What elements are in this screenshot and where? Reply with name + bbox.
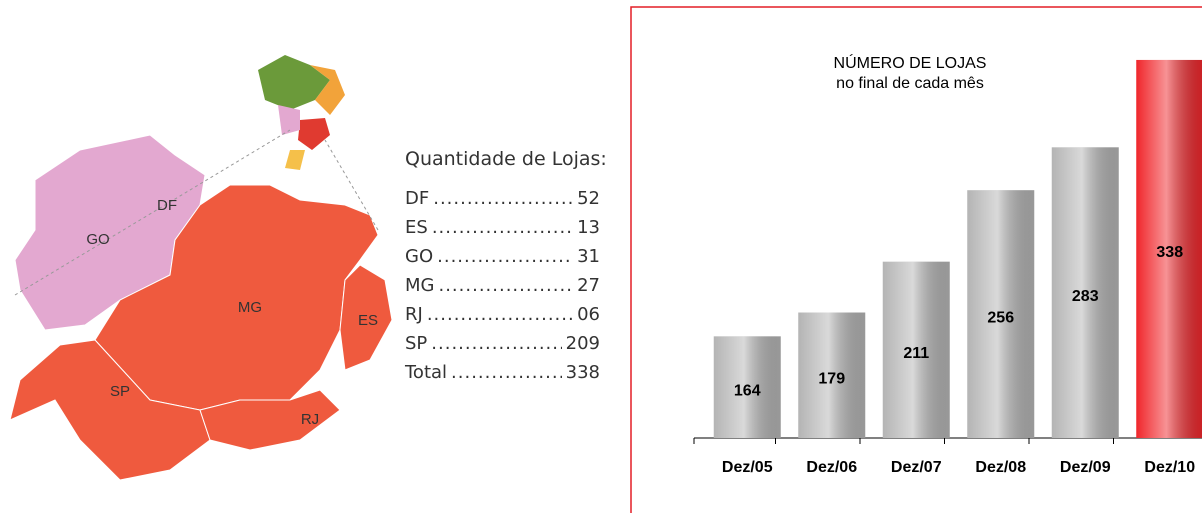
list-state: MG	[405, 275, 435, 296]
state-label: SP	[110, 383, 130, 400]
map-brazil-se	[298, 118, 330, 150]
list-state: ES	[405, 217, 428, 238]
state-label: DF	[157, 197, 177, 214]
list-count: 31	[577, 246, 600, 267]
data-label: 338	[1156, 244, 1183, 261]
list-row: SP 209	[405, 329, 600, 358]
list-count: 338	[565, 362, 600, 383]
state-label: GO	[86, 231, 109, 248]
chart-title: NÚMERO DE LOJAS	[834, 53, 987, 72]
map-brazil-s	[285, 150, 305, 170]
list-row: GO 31	[405, 242, 600, 271]
bar-shade	[967, 190, 1035, 438]
state-label: RJ	[301, 411, 319, 428]
x-tick-label: Dez/06	[806, 459, 857, 476]
data-label: 179	[818, 370, 845, 387]
x-tick-label: Dez/05	[722, 459, 773, 476]
list-row: DF 52	[405, 184, 600, 213]
state-label: ES	[358, 312, 378, 329]
x-tick-label: Dez/08	[975, 459, 1026, 476]
list-state: Total	[405, 362, 448, 383]
list-count: 27	[577, 275, 600, 296]
map-es	[339, 264, 393, 371]
list-state: SP	[405, 333, 428, 354]
chart-subtitle: no final de cada mês	[836, 75, 984, 92]
list-count: 209	[565, 333, 600, 354]
bar-shade	[798, 312, 866, 438]
list-row: MG 27	[405, 271, 600, 300]
x-tick-label: Dez/10	[1144, 459, 1195, 476]
bar-shade	[1051, 147, 1119, 439]
map-brazil	[258, 55, 330, 110]
map-brazil-ne	[310, 65, 345, 115]
store-list: Quantidade de Lojas: DF 52 ES 13 GO 31 MG 27 RJ 0…	[405, 148, 607, 387]
bar-shade	[713, 336, 781, 438]
list-state: RJ	[405, 304, 423, 325]
chart-frame	[630, 6, 1202, 513]
list-count: 06	[577, 304, 600, 325]
list-state: GO	[405, 246, 434, 267]
data-label: 283	[1072, 288, 1099, 305]
bar-shade	[1136, 59, 1202, 438]
map-rj	[199, 389, 341, 451]
list-row: Total 338	[405, 358, 600, 387]
map: GO DF MG ES SP RJ	[9, 55, 393, 481]
state-label: MG	[238, 299, 262, 316]
data-label: 211	[903, 345, 929, 362]
data-label: 256	[987, 309, 1014, 326]
x-tick-label: Dez/07	[891, 459, 942, 476]
map-brazil-co	[278, 105, 300, 135]
list-row: ES 13	[405, 213, 600, 242]
list-heading: Quantidade de Lojas:	[405, 148, 607, 170]
bar-shade	[882, 261, 950, 438]
list-count: 13	[577, 217, 600, 238]
list-row: RJ 06	[405, 300, 600, 329]
list-count: 52	[577, 188, 600, 209]
map-sp	[9, 339, 211, 481]
data-label: 164	[734, 382, 761, 399]
list-state: DF	[405, 188, 430, 209]
x-tick-label: Dez/09	[1060, 459, 1111, 476]
